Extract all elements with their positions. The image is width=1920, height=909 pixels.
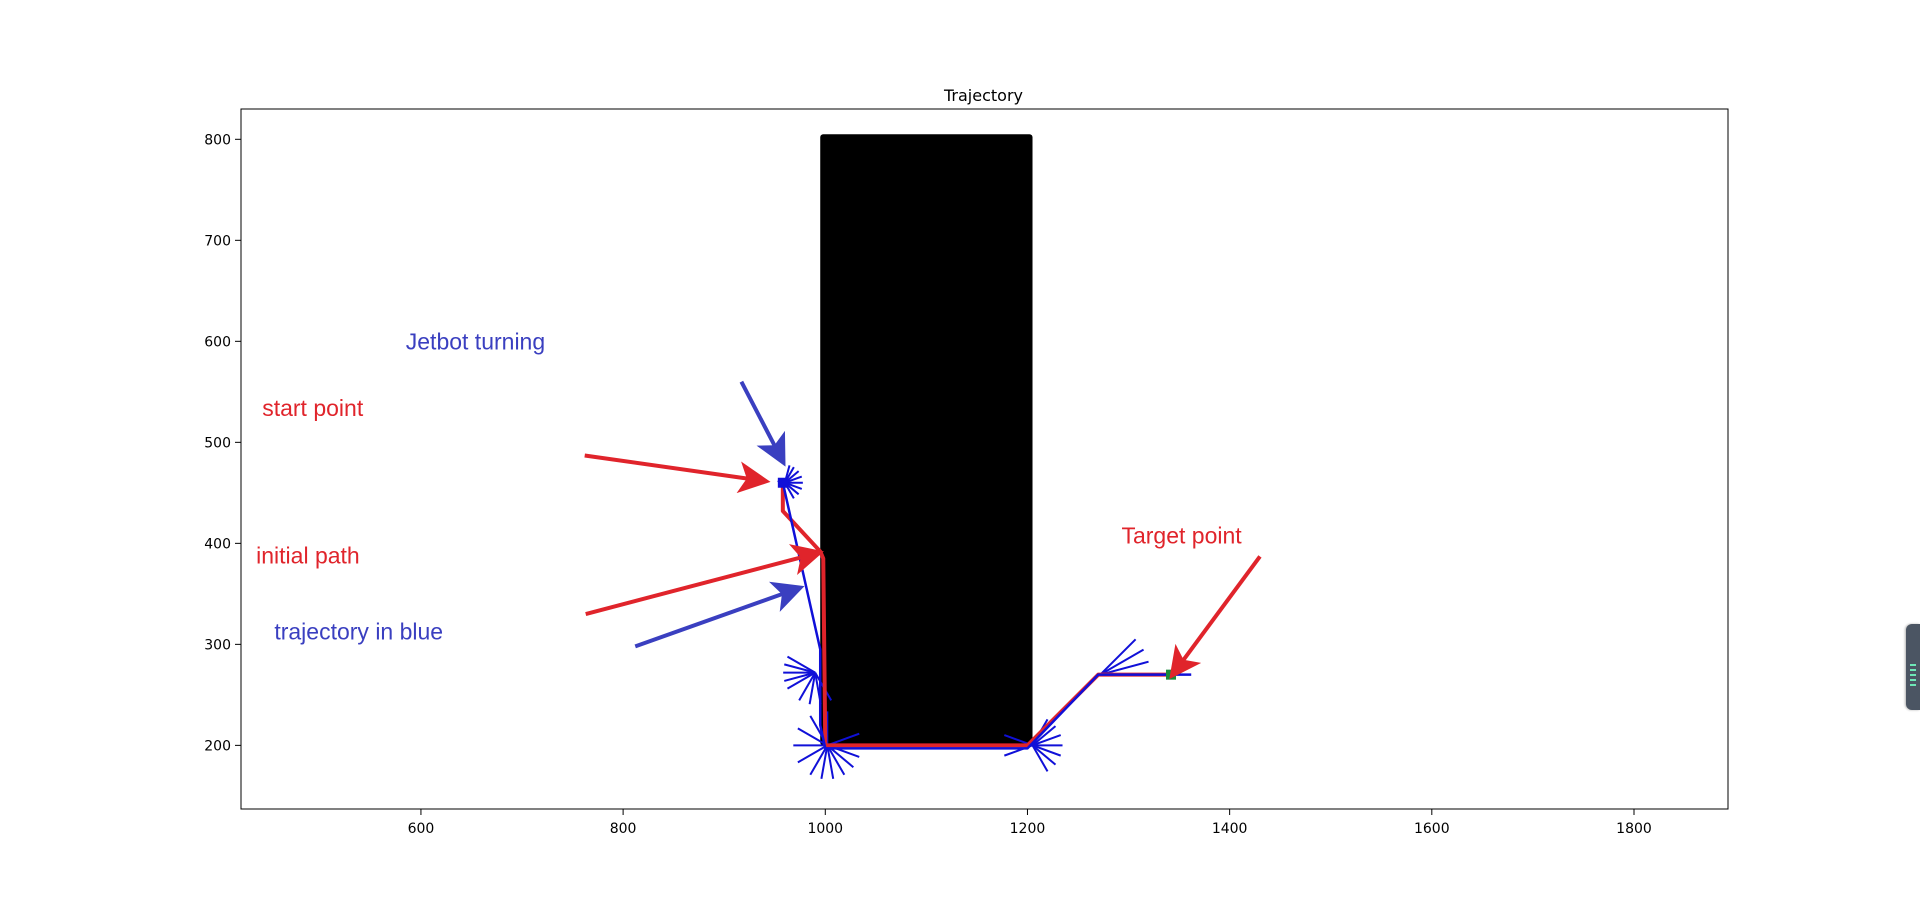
y-tick-label: 400 xyxy=(204,536,231,552)
annotation-label: start point xyxy=(262,395,364,421)
y-tick-label: 300 xyxy=(204,637,231,653)
side-panel-handle[interactable] xyxy=(1906,624,1920,710)
x-tick-label: 800 xyxy=(610,821,637,837)
heading-marker xyxy=(809,744,829,776)
heading-marker xyxy=(797,744,828,764)
heading-marker xyxy=(1032,744,1062,757)
heading-marker xyxy=(786,671,816,690)
heading-marker xyxy=(1099,638,1137,676)
handle-grip xyxy=(1910,684,1916,686)
handle-grip xyxy=(1910,679,1916,681)
heading-marker xyxy=(784,671,816,682)
annotation-arrow xyxy=(1169,555,1262,680)
heading-marker xyxy=(797,727,828,747)
handle-grip xyxy=(1910,674,1916,676)
annotations: Jetbot turning start point initial path tra… xyxy=(256,328,1262,680)
heading-marker xyxy=(826,744,846,776)
y-tick-label: 800 xyxy=(204,132,231,148)
y-tick-label: 600 xyxy=(204,334,231,350)
y-tick-label: 700 xyxy=(204,233,231,249)
handle-grip xyxy=(1910,664,1916,666)
annotation-arrow xyxy=(585,544,824,616)
start-point-marker xyxy=(777,477,788,488)
heading-marker xyxy=(798,672,817,701)
heading-marker xyxy=(1099,648,1145,676)
annotation-label: Target point xyxy=(1121,522,1242,548)
heading-marker xyxy=(1099,660,1149,676)
chart-title: Trajectory xyxy=(943,86,1023,105)
annotation-arrow xyxy=(634,581,805,649)
x-tick-label: 600 xyxy=(408,821,435,837)
plot-area xyxy=(777,134,1192,780)
annotation-label: trajectory in blue xyxy=(274,618,443,644)
heading-marker xyxy=(808,672,817,705)
heading-marker xyxy=(784,663,816,674)
y-tick-label: 500 xyxy=(204,435,231,451)
heading-marker xyxy=(1032,734,1062,747)
annotation-arrow xyxy=(739,380,786,467)
handle-grip xyxy=(1910,669,1916,671)
axes: 600 800 1000 1200 1400 1600 1800 200 300 400 500 60… xyxy=(204,132,1652,837)
y-tick-label: 200 xyxy=(204,738,231,754)
x-tick-label: 1200 xyxy=(1010,821,1046,837)
annotation-arrow xyxy=(584,453,771,494)
heading-marker xyxy=(1031,744,1057,766)
x-tick-label: 1600 xyxy=(1414,821,1450,837)
heading-marker xyxy=(786,655,816,674)
trajectory-line xyxy=(777,479,1192,750)
x-tick-label: 1400 xyxy=(1212,821,1248,837)
x-tick-label: 1000 xyxy=(807,821,843,837)
annotation-label: initial path xyxy=(256,543,360,569)
axes-frame xyxy=(240,108,1729,810)
heading-marker xyxy=(826,745,835,780)
heading-marker xyxy=(820,745,829,780)
obstacle-block xyxy=(820,134,1033,746)
heading-marker xyxy=(1031,725,1057,747)
annotation-label: Jetbot turning xyxy=(406,328,545,354)
heading-marker xyxy=(1031,744,1049,772)
x-tick-label: 1800 xyxy=(1616,821,1652,837)
